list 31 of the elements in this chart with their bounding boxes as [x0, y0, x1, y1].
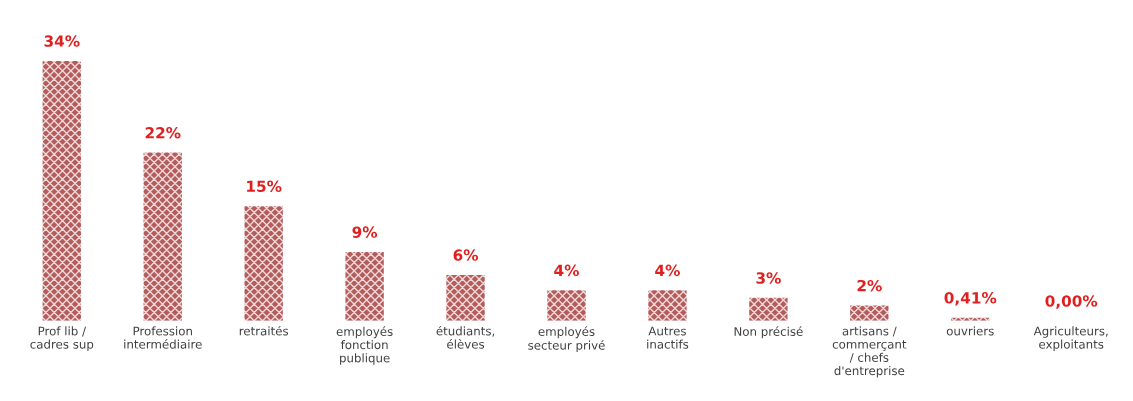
bar [648, 290, 687, 321]
x-tick-label: Autres inactifs [647, 326, 689, 349]
x-tick-label: étudiants, élèves [436, 325, 495, 349]
x-tick-label: Non précisé [734, 326, 803, 339]
bar [42, 60, 81, 321]
data-label: 15% [247, 180, 282, 193]
data-label: 22% [145, 127, 181, 139]
x-tick-label: employés fonction publique [336, 326, 393, 365]
bar [749, 297, 788, 321]
data-label: 2% [857, 279, 882, 292]
x-tick-label: ouvriers [946, 326, 994, 336]
data-label: 34% [44, 35, 80, 47]
data-label: 0,00% [1045, 295, 1098, 309]
x-tick-label: retraités [239, 325, 289, 336]
data-label: 6% [453, 249, 479, 261]
bar [446, 274, 485, 321]
data-label: 3% [756, 272, 781, 284]
x-tick-label: employés secteur privé [528, 326, 605, 353]
bar [345, 252, 384, 321]
bar [547, 290, 586, 321]
data-label: 0,41% [944, 292, 997, 306]
x-tick-label: artisans / commerçant / chefs d'entreprise [832, 326, 907, 378]
x-tick-label: Agriculteurs, exploitants [1033, 326, 1108, 351]
data-label: 9% [352, 226, 378, 238]
bar [850, 305, 889, 321]
bar [143, 152, 182, 321]
x-tick-label: Prof lib / cadres sup [30, 326, 94, 351]
x-tick-label: Profession intermédiaire [124, 326, 202, 349]
data-label: 4% [554, 264, 579, 277]
data-label: 4% [655, 264, 680, 277]
bar [244, 206, 283, 321]
